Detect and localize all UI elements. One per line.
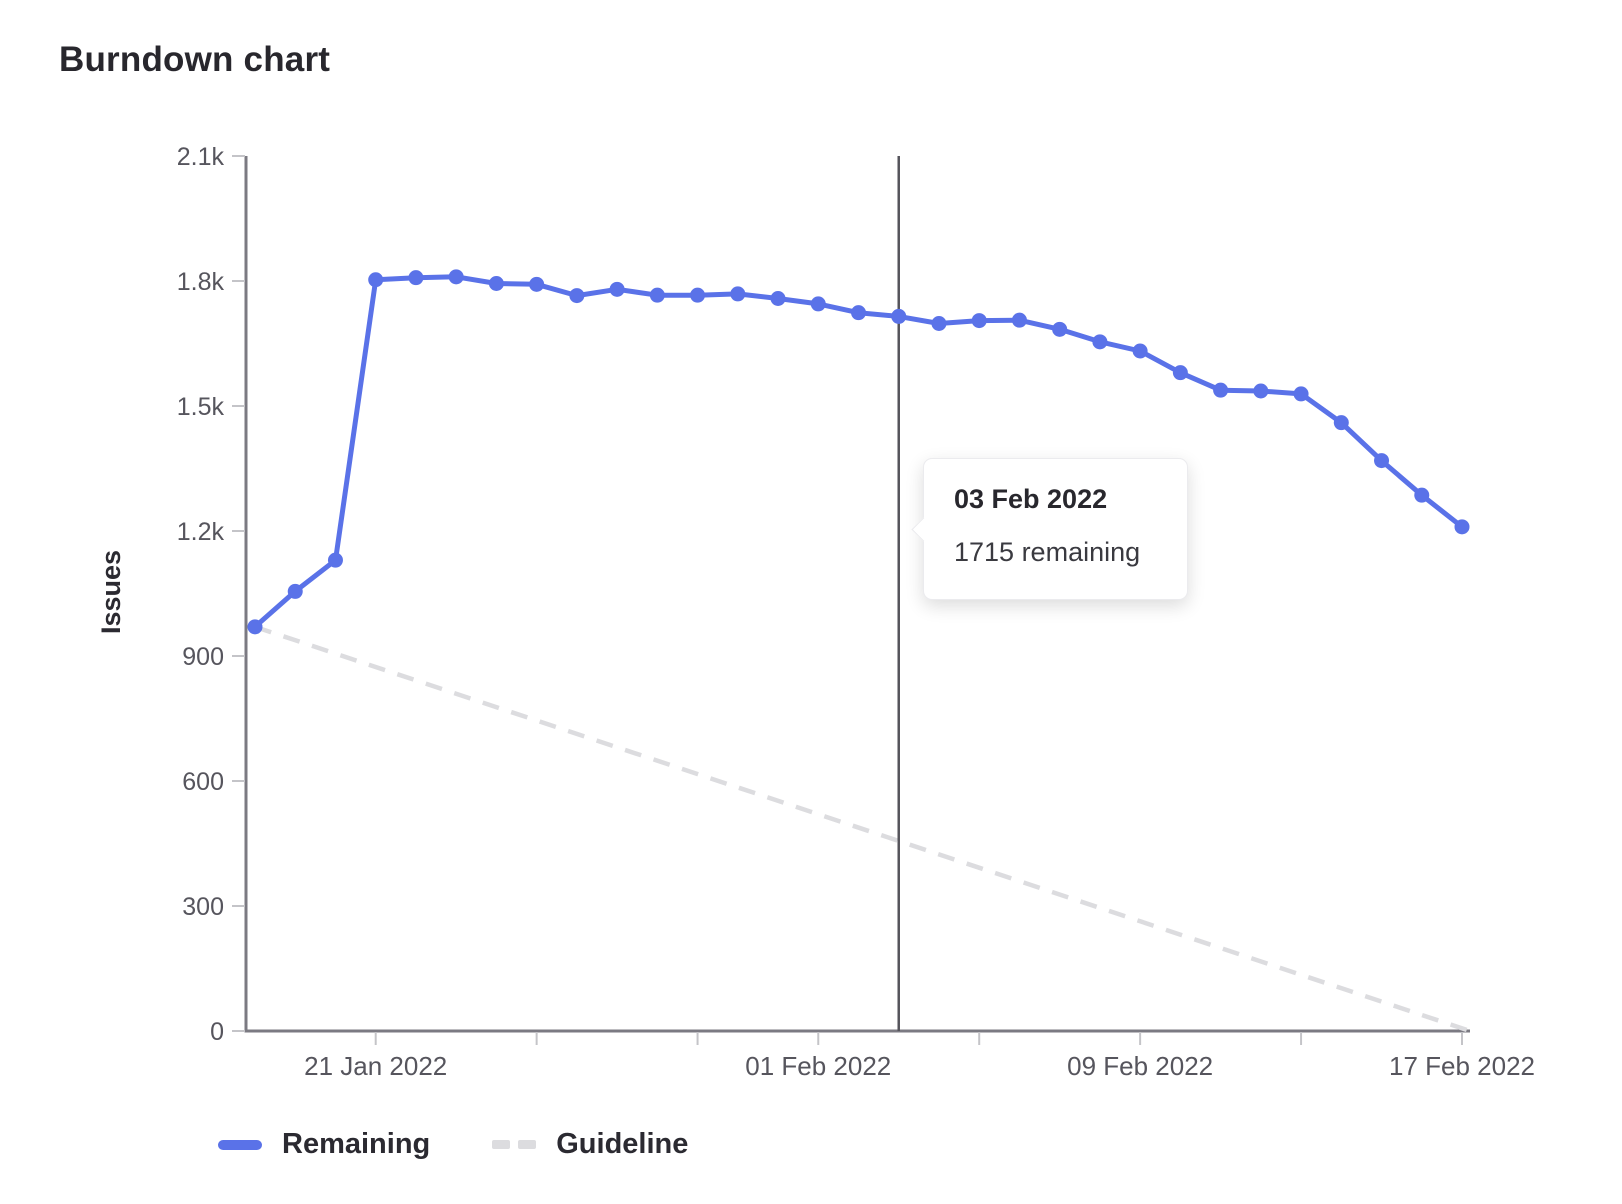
data-point[interactable]: [1414, 487, 1430, 503]
legend-label-remaining: Remaining: [282, 1128, 431, 1160]
data-point[interactable]: [1011, 312, 1027, 328]
y-tick-label: 0: [210, 1018, 224, 1046]
data-point[interactable]: [1092, 334, 1108, 350]
y-tick-label: 1.5k: [177, 393, 225, 421]
y-tick-label: 2.1k: [177, 143, 225, 171]
data-point[interactable]: [931, 316, 947, 331]
data-point[interactable]: [891, 308, 907, 324]
data-point[interactable]: [971, 313, 987, 329]
y-tick-label: 1.8k: [177, 268, 225, 296]
tooltip-remaining-value: 1715 remaining: [954, 537, 1141, 567]
chart-legend: Remaining Guideline: [218, 1128, 750, 1161]
remaining-series-line: [252, 274, 1465, 630]
legend-label-guideline: Guideline: [556, 1128, 689, 1160]
legend-item-remaining[interactable]: Remaining: [218, 1128, 430, 1161]
x-tick-label: 21 Jan 2022: [304, 1051, 447, 1081]
data-point[interactable]: [690, 287, 706, 303]
data-point[interactable]: [609, 281, 625, 297]
data-point[interactable]: [1374, 453, 1390, 469]
data-point[interactable]: [488, 276, 504, 291]
data-point[interactable]: [1253, 383, 1269, 399]
x-tick-label: 17 Feb 2022: [1389, 1051, 1535, 1081]
x-tick-label: 09 Feb 2022: [1067, 1051, 1213, 1081]
data-point[interactable]: [327, 552, 343, 568]
data-point[interactable]: [1454, 519, 1470, 535]
data-point[interactable]: [1172, 365, 1188, 381]
data-point[interactable]: [770, 291, 786, 306]
data-point[interactable]: [529, 276, 545, 292]
data-point[interactable]: [247, 619, 263, 635]
data-point[interactable]: [448, 269, 464, 285]
guideline-dash-swatch-icon: [492, 1140, 537, 1149]
y-tick-label: 1.2k: [177, 518, 225, 546]
data-point[interactable]: [810, 296, 826, 312]
data-point[interactable]: [1213, 382, 1229, 398]
y-tick-label: 600: [182, 768, 224, 796]
y-tick-label: 300: [182, 893, 224, 921]
data-point[interactable]: [1333, 415, 1349, 431]
chart-title: Burndown chart: [59, 40, 331, 79]
remaining-line-swatch-icon: [218, 1139, 262, 1150]
chart-tooltip: 03 Feb 2022 1715 remaining: [911, 458, 1188, 600]
data-point[interactable]: [851, 305, 866, 321]
data-point[interactable]: [287, 583, 303, 599]
data-point[interactable]: [1293, 386, 1309, 402]
y-axis-title: Issues: [96, 550, 126, 634]
data-point[interactable]: [1052, 321, 1068, 337]
guideline-series-line: [254, 624, 1471, 1034]
x-tick-label: 01 Feb 2022: [745, 1051, 891, 1081]
data-point[interactable]: [569, 288, 585, 304]
y-tick-label: 900: [182, 643, 224, 671]
data-point[interactable]: [368, 272, 384, 288]
legend-item-guideline[interactable]: Guideline: [492, 1128, 688, 1161]
data-point[interactable]: [408, 270, 424, 286]
tooltip-date: 03 Feb 2022: [954, 484, 1108, 514]
data-point[interactable]: [1132, 343, 1148, 359]
data-point[interactable]: [649, 287, 665, 303]
data-point[interactable]: [730, 286, 746, 302]
